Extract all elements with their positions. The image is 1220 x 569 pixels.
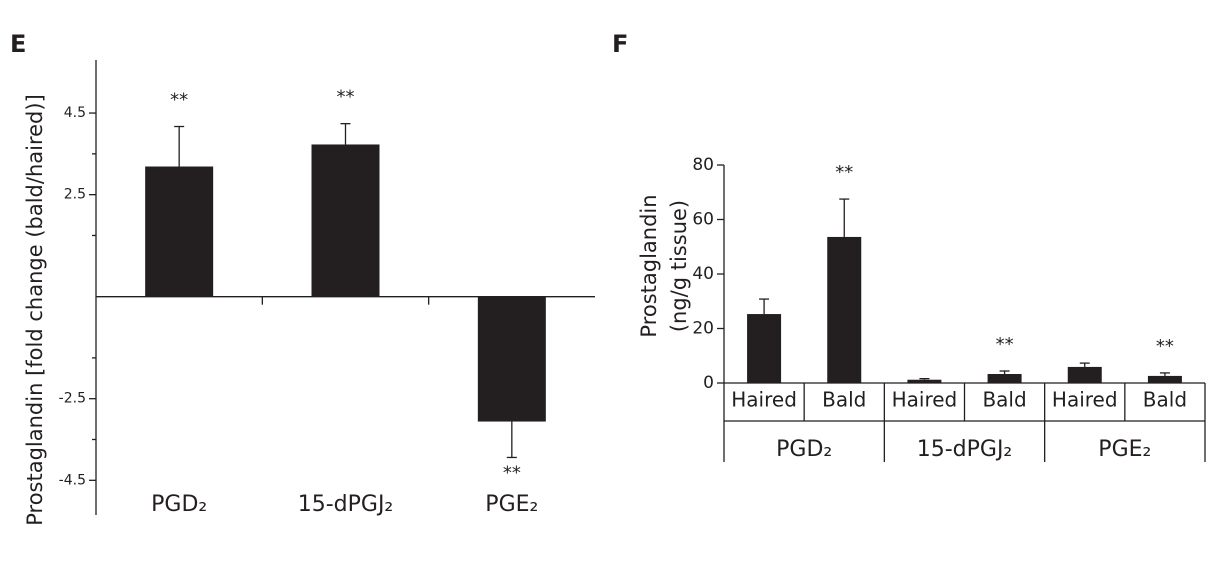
x-tick-label: PGD₂ (151, 492, 207, 517)
significance-label: ** (503, 462, 521, 483)
y-tick-label: 4.5 (64, 105, 86, 121)
y-axis-label: (ng/g tissue) (667, 200, 691, 332)
significance-label: ** (996, 334, 1014, 355)
group-label: PGD₂ (776, 437, 832, 462)
y-tick-label: 60 (692, 210, 714, 230)
y-axis-label: Prostaglandin (637, 194, 661, 337)
bar (311, 144, 380, 297)
y-tick-label: 2.5 (64, 187, 86, 203)
significance-label: ** (835, 162, 853, 183)
y-tick-label: -4.5 (59, 472, 86, 488)
bar (827, 236, 862, 383)
bar (1147, 375, 1182, 383)
panel-label: E (10, 30, 26, 58)
y-tick-label: 0 (703, 373, 714, 393)
significance-label: ** (1156, 336, 1174, 357)
x-tick-label: PGE₂ (485, 492, 538, 517)
bar (1067, 366, 1102, 383)
bar (145, 166, 214, 297)
group-label: 15-dPGJ₂ (917, 437, 1013, 462)
x-tick-label: Haired (731, 388, 797, 412)
y-axis-label: Prostaglandin [fold change (bald/haired)… (23, 94, 47, 526)
bar (477, 296, 546, 422)
y-tick-label: 80 (692, 155, 714, 175)
panel-label: F (612, 30, 628, 58)
y-tick-label: -2.5 (59, 391, 86, 407)
significance-label: ** (170, 90, 188, 111)
x-tick-label: Haired (1052, 388, 1118, 412)
bar (987, 374, 1022, 383)
y-tick-label: 40 (692, 264, 714, 284)
significance-label: ** (337, 87, 355, 108)
x-tick-label: Bald (982, 388, 1026, 412)
x-tick-label: Bald (822, 388, 866, 412)
x-tick-label: 15-dPGJ₂ (298, 492, 394, 517)
group-label: PGE₂ (1098, 437, 1151, 462)
y-tick-label: 20 (692, 319, 714, 339)
bar (747, 314, 782, 383)
x-tick-label: Haired (892, 388, 958, 412)
bar (907, 379, 942, 383)
x-tick-label: Bald (1143, 388, 1187, 412)
